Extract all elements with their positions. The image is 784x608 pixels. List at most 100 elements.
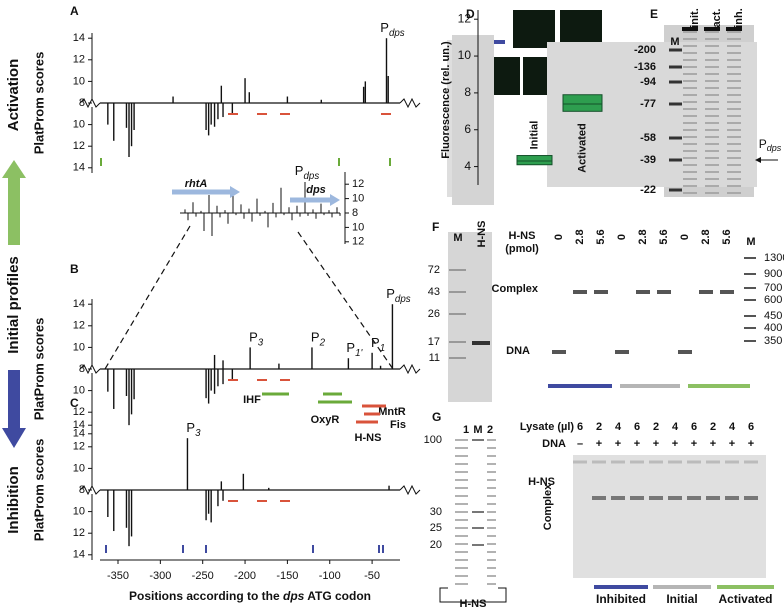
lysate-amount: 6 <box>634 421 640 433</box>
y-tick-label: 14 <box>73 162 85 174</box>
y-tick-label: 12 <box>73 527 85 539</box>
band-label: DNA <box>506 345 530 357</box>
promoter-name: P <box>759 137 767 151</box>
panel-letter: G <box>432 410 441 424</box>
y-tick-label: 10 <box>73 385 85 397</box>
inset-tick-label: 12 <box>352 236 364 248</box>
category-label: Initial <box>528 121 540 150</box>
y-tick-label: 12 <box>73 54 85 66</box>
inset-tick-label: 10 <box>352 193 364 205</box>
amount-label: H-NS <box>509 230 536 242</box>
promoter-name: P <box>346 341 355 356</box>
band-label: H-NS <box>528 476 555 488</box>
label: 350 <box>764 335 782 347</box>
factor-label: Fis <box>390 419 406 431</box>
y-tick-label: 10 <box>458 48 472 62</box>
lane-label: M <box>473 424 482 436</box>
promoter-name: P <box>249 330 258 345</box>
inset-tick-label: 10 <box>352 221 364 233</box>
y-tick-label: 10 <box>73 341 85 353</box>
y-tick-label: 10 <box>73 119 85 131</box>
marker-label: 25 <box>430 522 442 534</box>
gel-image <box>452 35 494 205</box>
x-tick-label: -50 <box>364 570 380 582</box>
panel-letter: F <box>432 220 439 234</box>
promoter-label: P3 <box>249 330 264 348</box>
promoter-name: P <box>295 163 304 178</box>
inset-tick-label: 12 <box>352 178 364 190</box>
x-tick-label: -300 <box>149 570 171 582</box>
x-axis-label-part: Positions according to the <box>129 589 283 603</box>
gel-image <box>448 232 492 402</box>
band-label: Pdps <box>759 137 782 153</box>
box <box>562 94 603 112</box>
panel-letter: D <box>466 7 475 21</box>
promoter-label: P2 <box>311 330 326 348</box>
label: 1300 <box>764 252 784 264</box>
promoter-label: Pdps <box>386 287 411 305</box>
amount-label: 2.8 <box>700 229 712 244</box>
activation-arrow <box>2 160 26 245</box>
promoter-subscript: dps <box>767 143 782 153</box>
inset-tick-label: 8 <box>352 207 358 219</box>
side-label: Inhibition <box>5 466 22 533</box>
x-axis-label-part: dps <box>283 589 305 603</box>
category-label: Activated <box>576 123 588 173</box>
y-tick-label: 14 <box>73 428 85 440</box>
dna-sign: + <box>691 438 697 450</box>
x-tick-label: -150 <box>276 570 298 582</box>
axis-break <box>399 363 421 375</box>
factor-label: OxyR <box>311 414 340 426</box>
y-tick-label: 12 <box>73 441 85 453</box>
marker-label: 26 <box>428 308 440 320</box>
label: 400 <box>764 322 782 334</box>
amount-label: 5.6 <box>658 229 670 244</box>
dna-sign: + <box>653 438 659 450</box>
dna-sign: + <box>596 438 602 450</box>
dna-label: DNA <box>542 438 566 450</box>
lysate-amount: 6 <box>577 421 583 433</box>
amount-label: 0 <box>616 234 628 240</box>
promoter-name: P <box>380 21 389 36</box>
dna-sign: + <box>748 438 754 450</box>
marker-label: 30 <box>430 506 442 518</box>
band-label: Complex <box>492 283 539 295</box>
y-axis-label: Fluorescence (rel. un.) <box>440 41 452 159</box>
y-tick-label: 10 <box>73 506 85 518</box>
y-tick-label: 8 <box>79 484 85 496</box>
lysate-amount: 4 <box>729 421 736 433</box>
promoter-subscript: 1' <box>355 348 363 359</box>
lane-label: act. <box>711 9 723 28</box>
dna-sign: + <box>672 438 678 450</box>
group-label: Activated <box>718 592 772 606</box>
promoter-subscript: dps <box>303 171 319 182</box>
promoter-subscript: 3 <box>195 428 201 439</box>
lysate-amount: 4 <box>615 421 622 433</box>
lane-label: H-NS <box>476 221 488 248</box>
zoom-line <box>297 231 394 370</box>
promoter-name: P <box>311 330 320 345</box>
marker-label: -77 <box>640 98 656 110</box>
lysate-amount: 2 <box>596 421 602 433</box>
marker-label: -58 <box>640 132 656 144</box>
y-tick-label: 14 <box>73 32 85 44</box>
panel-letter: E <box>650 7 658 21</box>
y-tick-label: 10 <box>73 462 85 474</box>
panel-letter: B <box>70 262 79 276</box>
axis-break <box>399 97 421 109</box>
y-tick-label: 6 <box>464 122 471 136</box>
group-label: Inhibited <box>596 592 646 606</box>
marker-label: -22 <box>640 184 656 196</box>
amount-label: 0 <box>553 234 565 240</box>
amount-label: (pmol) <box>505 243 539 255</box>
promoter-subscript: dps <box>395 294 411 305</box>
marker-label: 72 <box>428 264 440 276</box>
dna-sign: – <box>577 438 583 450</box>
amount-label: 2.8 <box>574 229 586 244</box>
x-tick-label: -100 <box>319 570 341 582</box>
marker-label: 17 <box>428 336 440 348</box>
factor-label: IHF <box>243 394 261 406</box>
lane-label: init. <box>689 8 701 28</box>
box <box>516 155 553 166</box>
